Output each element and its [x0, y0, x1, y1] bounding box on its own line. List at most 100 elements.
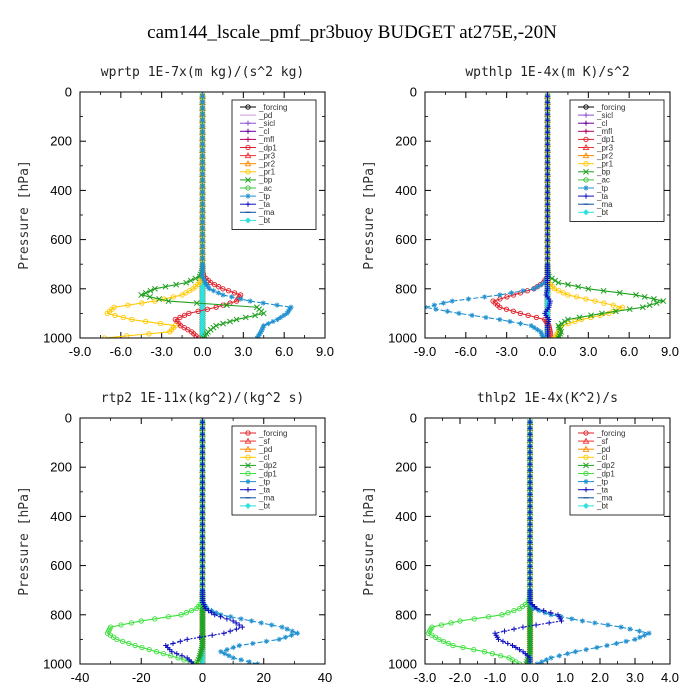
data-point — [552, 277, 559, 284]
data-point — [160, 651, 167, 657]
data-point — [605, 622, 611, 628]
data-point — [527, 648, 533, 655]
data-point — [246, 659, 252, 664]
data-point — [220, 286, 226, 292]
data-point — [565, 651, 571, 657]
data-point — [569, 616, 575, 622]
data-point — [533, 622, 539, 628]
data-point — [527, 617, 533, 624]
legend-entry: _mfl — [240, 135, 274, 144]
legend-entry: _pr2 — [578, 151, 614, 160]
data-point — [565, 281, 571, 288]
data-point — [558, 320, 565, 327]
legend-entry: _sf — [578, 437, 608, 446]
data-point — [238, 616, 244, 622]
legend-entry: _bp — [578, 168, 611, 177]
data-point — [152, 616, 158, 622]
data-point — [201, 277, 207, 284]
data-point — [501, 628, 508, 634]
data-point — [192, 275, 199, 282]
y-tick-label: 800 — [395, 607, 417, 622]
legend-label: _forcing — [258, 103, 287, 112]
x-tick-label: 3.0 — [579, 344, 597, 359]
data-point — [579, 618, 586, 624]
data-point — [555, 612, 561, 618]
data-point — [556, 288, 562, 294]
legend-label: _bt — [596, 502, 609, 511]
data-point — [125, 302, 131, 308]
data-point — [565, 292, 571, 298]
legend-label: _forcing — [596, 429, 625, 438]
legend-entry: _dp1 — [578, 135, 615, 144]
legend-marker — [583, 479, 589, 485]
legend-entry: _cl — [578, 119, 607, 128]
data-point — [429, 624, 435, 630]
legend-marker — [244, 437, 252, 444]
data-point — [538, 331, 545, 337]
legend-label: _ma — [596, 200, 613, 209]
data-point — [233, 620, 239, 626]
legend-marker — [583, 128, 589, 134]
data-point — [231, 290, 238, 296]
legend-entry: _bt — [578, 208, 609, 217]
data-point — [221, 630, 227, 636]
legend: _forcing_sf_pd_cl_dp2_dp1_tp_ta_ma_bt — [569, 425, 665, 516]
data-point — [528, 323, 534, 329]
legend-marker — [582, 152, 590, 159]
data-point — [276, 636, 282, 642]
legend-label: _ac — [258, 184, 272, 193]
data-point — [230, 618, 236, 624]
y-tick-label: 1000 — [388, 331, 417, 346]
data-point — [597, 312, 603, 319]
legend-marker — [245, 193, 251, 199]
data-point — [294, 630, 301, 636]
legend-label: _sicl — [258, 119, 275, 128]
data-point — [202, 280, 208, 286]
data-point — [444, 308, 451, 314]
data-point — [573, 294, 580, 300]
data-point — [485, 614, 492, 620]
data-point — [610, 302, 616, 308]
data-point — [497, 316, 503, 323]
legend-entry: _forcing — [578, 429, 625, 438]
series-dp1 — [104, 418, 206, 664]
data-point — [527, 611, 533, 618]
data-point — [618, 624, 624, 630]
data-point — [471, 616, 477, 622]
legend-label: _tp — [596, 477, 609, 486]
data-point — [147, 287, 154, 294]
data-point — [440, 300, 447, 306]
legend-label: _ta — [596, 486, 609, 495]
data-point — [252, 312, 258, 319]
data-point — [623, 638, 629, 644]
data-point — [228, 614, 234, 620]
legend-entry: _ma — [240, 494, 275, 503]
data-point — [197, 634, 203, 640]
legend-label: _tp — [596, 184, 609, 193]
data-point — [177, 638, 183, 644]
data-point — [278, 314, 284, 321]
legend-marker — [244, 502, 252, 509]
legend-entry: _tp — [578, 184, 609, 193]
data-point — [139, 300, 145, 306]
legend-marker — [245, 201, 251, 207]
legend-label: _pr2 — [258, 160, 276, 169]
data-point — [205, 284, 211, 290]
data-point — [598, 310, 605, 317]
data-point — [583, 296, 589, 302]
legend-label: _cl — [596, 119, 607, 128]
legend-label: _sf — [596, 437, 608, 446]
legend-entry: _ma — [578, 200, 613, 209]
legend: _forcing_sicl_cl_mfl_dp1_pr3_pr2_pr1_bp_… — [569, 99, 665, 222]
legend-label: _sicl — [596, 111, 613, 120]
data-point — [226, 653, 232, 659]
data-point — [227, 318, 233, 325]
data-point — [457, 618, 463, 624]
data-point — [619, 304, 626, 310]
y-tick-label: 600 — [50, 558, 72, 573]
data-point — [288, 632, 295, 638]
data-point — [639, 304, 646, 311]
x-tick-label: 9.0 — [661, 344, 679, 359]
x-tick-label: 4.0 — [661, 670, 679, 685]
data-point — [218, 614, 224, 620]
